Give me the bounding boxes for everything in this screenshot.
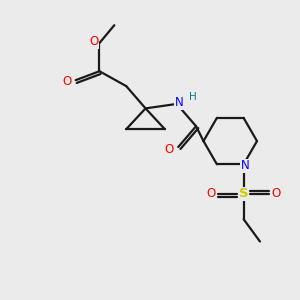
Text: S: S [239,188,248,200]
Text: N: N [241,159,250,172]
Text: H: H [189,92,197,102]
Text: O: O [272,188,281,200]
Text: O: O [165,143,174,156]
Text: O: O [89,35,99,48]
Text: O: O [206,188,216,200]
Text: N: N [175,96,184,109]
Text: O: O [63,75,72,88]
